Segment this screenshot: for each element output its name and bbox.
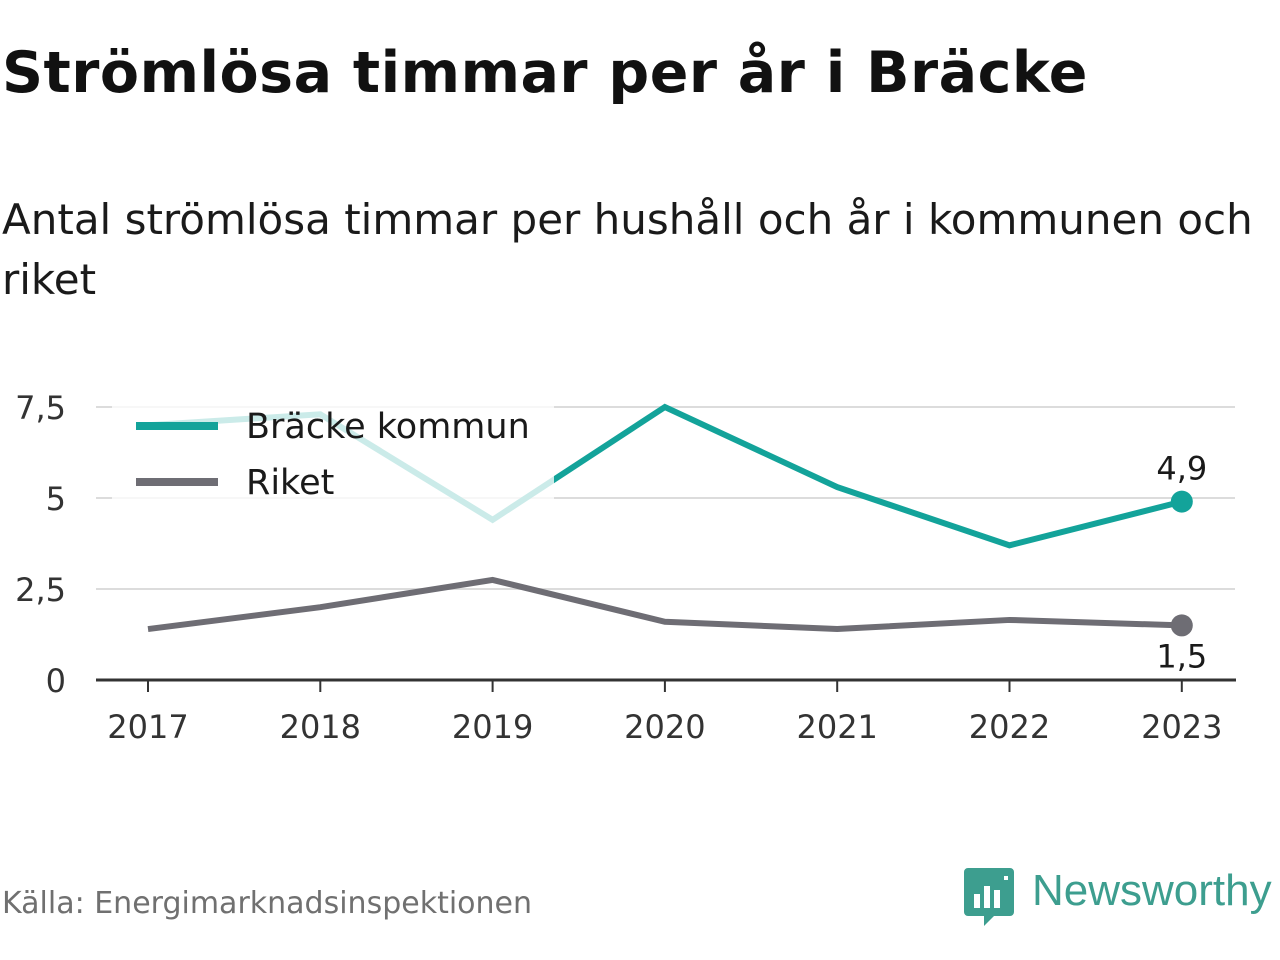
x-tick-label: 2019	[452, 708, 533, 746]
newsworthy-logo-icon	[964, 868, 1014, 926]
x-tick-label: 2023	[1141, 708, 1222, 746]
line-chart: Bräcke kommun Riket 0 2,5 5 7,5 2017 2018 2019 2…	[15, 389, 1236, 746]
end-value-label: 1,5	[1156, 637, 1207, 675]
end-value-label: 4,9	[1156, 450, 1207, 488]
series-line-1	[147, 576, 1182, 633]
y-tick-label: 2,5	[15, 571, 66, 609]
y-tick-label: 7,5	[15, 389, 66, 427]
x-tick-label: 2022	[969, 708, 1050, 746]
end-point-1	[1170, 614, 1193, 637]
brand-name: Newsworthy	[1032, 866, 1272, 915]
y-tick-label: 0	[46, 662, 66, 700]
x-tick-label: 2017	[107, 708, 188, 746]
brand-logo: Newsworthy	[964, 864, 1280, 928]
legend-label: Riket	[246, 463, 334, 503]
end-point-0	[1170, 490, 1193, 513]
y-tick-label: 5	[46, 480, 66, 518]
x-tick-label: 2021	[796, 708, 877, 746]
source-note: Källa: Energimarknadsinspektionen	[2, 886, 533, 921]
chart-subtitle: Antal strömlösa timmar per hushåll och å…	[2, 195, 1253, 304]
x-tick-label: 2020	[624, 708, 705, 746]
legend-label: Bräcke kommun	[246, 407, 530, 447]
chart-title: Strömlösa timmar per år i Bräcke	[2, 40, 1088, 106]
x-tick-label: 2018	[280, 708, 361, 746]
